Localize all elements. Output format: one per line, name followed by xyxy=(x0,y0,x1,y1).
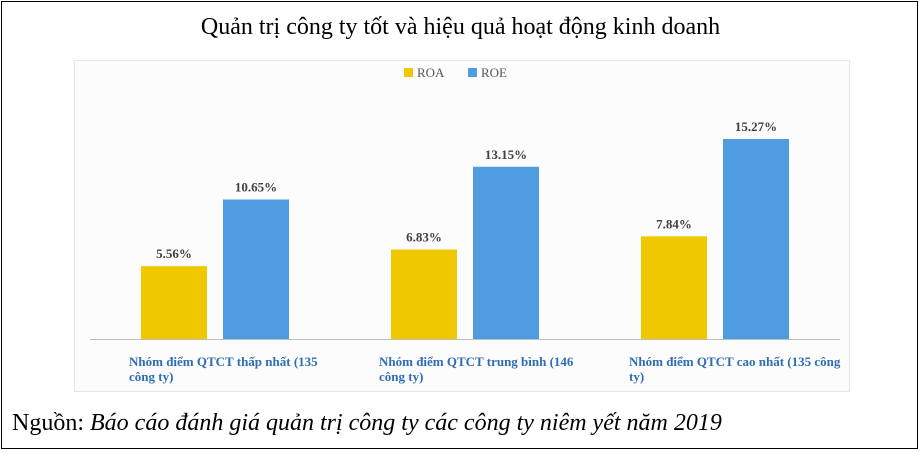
source-prefix: Nguồn: xyxy=(12,410,90,436)
data-label-roe-2: 13.15% xyxy=(485,147,527,162)
source-text: Báo cáo đánh giá quản trị công ty các cô… xyxy=(90,410,722,436)
category-label-2-line-1: Nhóm điểm QTCT trung bình (146 xyxy=(379,354,574,369)
source-note: Nguồn: Báo cáo đánh giá quản trị công ty… xyxy=(12,410,722,437)
category-label-3-line-1: Nhóm điểm QTCT cao nhất (135 công xyxy=(629,354,841,369)
bar-roe-2 xyxy=(473,166,539,339)
bar-roe-3 xyxy=(723,139,789,339)
bar-roa-1 xyxy=(141,266,207,339)
chart-title: Quản trị công ty tốt và hiệu quả hoạt độ… xyxy=(200,14,721,40)
data-label-roe-1: 10.65% xyxy=(235,180,277,195)
bar-roa-3 xyxy=(641,236,707,339)
legend-swatch-roe xyxy=(468,68,477,77)
category-label-2-line-2: công ty) xyxy=(379,369,423,384)
bar-roa-2 xyxy=(391,249,457,339)
category-label-3-line-2: ty) xyxy=(629,369,644,384)
data-label-roa-2: 6.83% xyxy=(406,230,442,245)
data-label-roa-1: 5.56% xyxy=(156,246,192,261)
bar-roe-1 xyxy=(223,199,289,339)
legend-label-roa: ROA xyxy=(417,65,445,80)
category-label-1-line-1: Nhóm điểm QTCT thấp nhất (135 xyxy=(129,354,318,369)
legend-swatch-roa xyxy=(404,68,413,77)
category-label-1-line-2: công ty) xyxy=(129,369,173,384)
legend-label-roe: ROE xyxy=(481,65,507,80)
data-label-roe-3: 15.27% xyxy=(735,119,777,134)
data-label-roa-3: 7.84% xyxy=(656,216,692,231)
